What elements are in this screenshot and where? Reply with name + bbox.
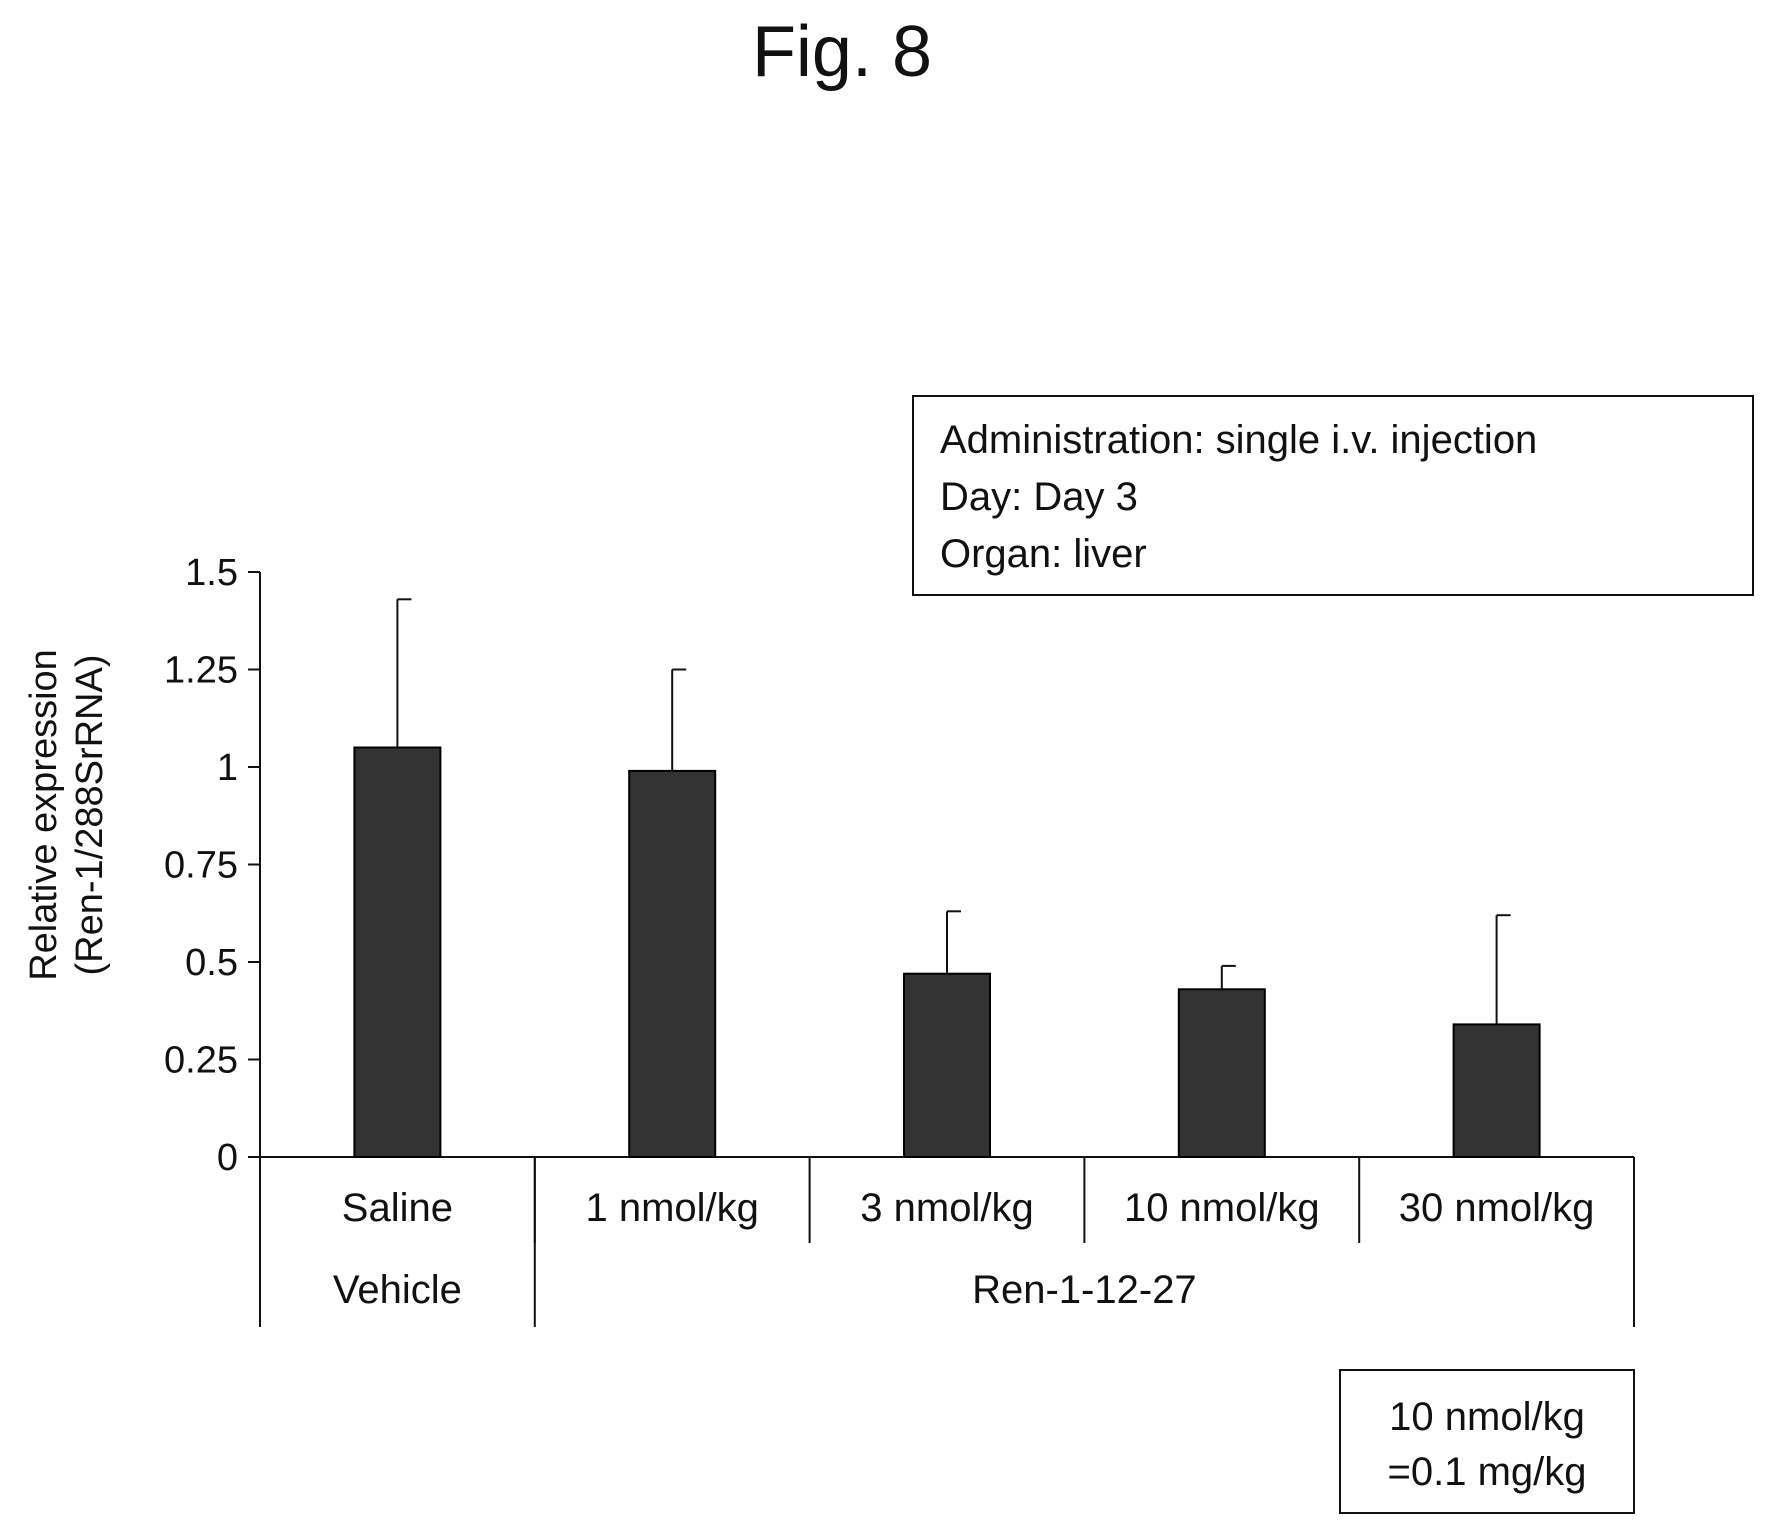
category-label: Saline bbox=[342, 1186, 453, 1230]
info-day: Day: Day 3 bbox=[940, 475, 1138, 519]
info-box-frame bbox=[912, 395, 1754, 596]
bar bbox=[903, 972, 991, 1159]
note-box: 10 nmol/kg =0.1 mg/kg bbox=[1339, 1369, 1635, 1514]
y-tick-label: 0.5 bbox=[185, 942, 238, 984]
note-box-frame bbox=[1339, 1369, 1635, 1514]
info-box: Administration: single i.v. injection Da… bbox=[912, 395, 1754, 596]
y-axis-label-line-2: (Ren-1/288SrRNA) bbox=[69, 655, 111, 976]
y-tick-label: 1.25 bbox=[164, 650, 238, 692]
y-tick-label: 0.25 bbox=[164, 1040, 238, 1082]
category-label: 1 nmol/kg bbox=[585, 1186, 758, 1230]
y-tick-label: 1.5 bbox=[185, 552, 238, 594]
bar bbox=[1177, 988, 1266, 1158]
y-axis-label-line-1: Relative expression bbox=[23, 649, 65, 981]
note-line-2: =0.1 mg/kg bbox=[1387, 1450, 1586, 1494]
note-line-1: 10 nmol/kg bbox=[1389, 1395, 1585, 1439]
y-tick-label: 0 bbox=[217, 1137, 238, 1179]
group-label: Vehicle bbox=[333, 1268, 462, 1312]
bar bbox=[353, 746, 442, 1158]
bar bbox=[628, 769, 717, 1159]
info-organ: Organ: liver bbox=[940, 532, 1147, 576]
info-administration: Administration: single i.v. injection bbox=[940, 418, 1537, 462]
y-tick-label: 1 bbox=[217, 747, 238, 789]
category-label: 3 nmol/kg bbox=[860, 1186, 1033, 1230]
y-axis-label: Relative expression (Ren-1/288SrRNA) bbox=[23, 649, 111, 981]
bar bbox=[1452, 1023, 1541, 1159]
category-label: 10 nmol/kg bbox=[1124, 1186, 1320, 1230]
figure-title: Fig. 8 bbox=[752, 12, 932, 92]
y-tick-label: 0.75 bbox=[164, 845, 238, 887]
group-label: Ren-1-12-27 bbox=[972, 1268, 1197, 1312]
plot-area: 0 0.25 0.5 0.75 1 1.25 1.5 Saline 1 nmol/kg 3 nmo… bbox=[164, 552, 1635, 1327]
category-label: 30 nmol/kg bbox=[1399, 1186, 1595, 1230]
